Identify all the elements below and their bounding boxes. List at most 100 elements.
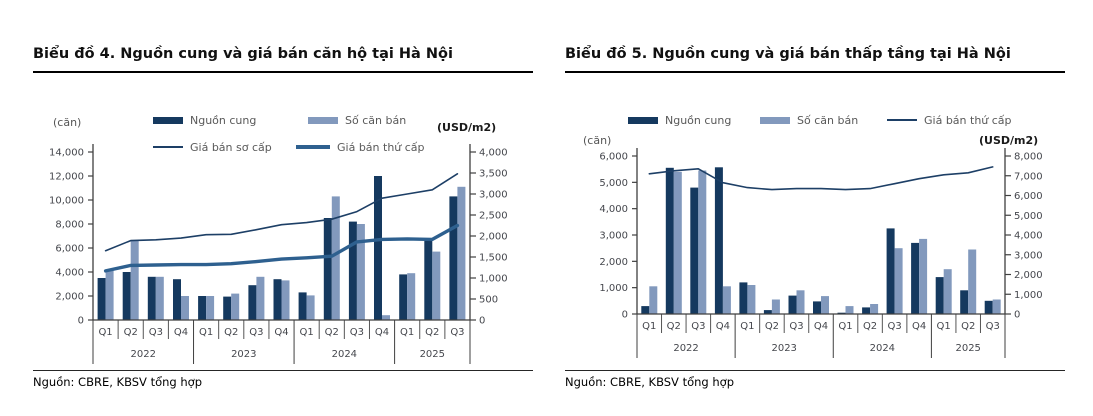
y-right-tick-label: 3,000 [1014, 250, 1043, 261]
bar-so-can-ban [206, 296, 215, 320]
y-left-tick-label: 6,000 [599, 152, 628, 163]
chart-5-title: Biểu đồ 5. Nguồn cung và giá bán thấp tầ… [565, 44, 1065, 73]
y-right-tick-label: 1,500 [479, 253, 508, 264]
y-left-tick-label: 14,000 [49, 148, 84, 159]
chart-5-block: Biểu đồ 5. Nguồn cung và giá bán thấp tầ… [565, 44, 1065, 410]
x-axis-quarter-label: Q3 [986, 321, 1000, 332]
chart-4-title: Biểu đồ 4. Nguồn cung và giá bán căn hộ … [33, 44, 533, 73]
bar-so-can-ban [870, 304, 879, 314]
y-left-tick-label: 5,000 [599, 178, 628, 189]
x-axis-quarter-label: Q3 [887, 321, 901, 332]
x-axis-quarter-label: Q3 [350, 327, 364, 338]
x-axis-quarter-label: Q3 [450, 327, 464, 338]
bar-so-can-ban [845, 306, 854, 314]
legend-item-nguon-cung: Nguồn cung [153, 114, 256, 127]
bar-nguon-cung [862, 307, 871, 314]
bar-nguon-cung [173, 279, 181, 320]
bar-nguon-cung [248, 285, 257, 320]
bar-nguon-cung [323, 218, 332, 320]
x-axis-quarter-label: Q2 [224, 327, 238, 338]
bar-nguon-cung [935, 277, 944, 314]
bar-nguon-cung [298, 292, 307, 320]
y-right-tick-label: 1,000 [479, 274, 508, 285]
x-axis-quarter-label: Q2 [765, 321, 779, 332]
bar-so-can-ban [331, 196, 340, 320]
legend-item-gia-ban-thu-cap: Giá bán thứ cấp [296, 140, 425, 154]
bar-nguon-cung [424, 240, 433, 320]
left-axis-unit: (căn) [583, 134, 612, 147]
bar-so-can-ban [821, 296, 829, 314]
price-line-thin [104, 173, 459, 252]
bar-so-can-ban [181, 296, 189, 320]
y-left-tick-label: 0 [622, 310, 628, 321]
y-right-tick-label: 500 [479, 295, 498, 306]
y-right-tick-label: 2,000 [1014, 270, 1043, 281]
bar-so-can-ban [796, 290, 805, 314]
bar-nguon-cung [960, 290, 969, 314]
legend-label-gia-ban-thu-cap: Giá bán thứ cấp [337, 140, 425, 154]
bar-so-can-ban [382, 315, 390, 320]
bar-nguon-cung [665, 167, 674, 314]
bar-nguon-cung [886, 228, 895, 314]
y-right-tick-label: 2,000 [479, 232, 508, 243]
bar-nguon-cung [641, 306, 650, 314]
chart-5-canvas: 0 1,000 2,000 3,000 4,000 5,000 6,000 0 1,000 2,0… [599, 148, 1043, 358]
legend-label-so-can-ban: Số căn bán [797, 113, 859, 127]
x-axis-quarter-label: Q1 [838, 321, 852, 332]
x-axis-quarter-label: Q4 [375, 327, 389, 338]
bar-nguon-cung [911, 242, 920, 314]
bar-so-can-ban [919, 238, 928, 314]
legend-item-gia-ban-so-cap: Giá bán sơ cấp [153, 141, 272, 154]
bar-nguon-cung [399, 274, 408, 320]
x-axis-quarter-label: Q2 [667, 321, 681, 332]
y-right-tick-label: 0 [1014, 310, 1020, 321]
bar-so-can-ban [649, 286, 658, 314]
x-axis-quarter-label: Q3 [249, 327, 263, 338]
x-axis-quarter-label: Q1 [300, 327, 314, 338]
legend-label-nguon-cung: Nguồn cung [665, 113, 732, 127]
chart-4-source: Nguồn: CBRE, KBSV tổng hợp [33, 370, 533, 389]
price-line-thick [103, 223, 460, 273]
y-left-tick-label: 12,000 [49, 172, 84, 183]
x-axis-quarter-label: Q3 [691, 321, 705, 332]
x-axis-quarter-label: Q4 [716, 321, 730, 332]
bar-nguon-cung [223, 296, 232, 320]
bar-so-can-ban [457, 186, 466, 320]
bar-so-can-ban [698, 170, 707, 314]
bar-nguon-cung [714, 167, 723, 314]
bar-nguon-cung [198, 296, 207, 320]
y-right-tick-label: 3,000 [479, 190, 508, 201]
x-axis-quarter-label: Q1 [98, 327, 112, 338]
y-left-tick-label: 0 [78, 316, 84, 327]
bar-so-can-ban [722, 286, 731, 314]
bar-so-can-ban [894, 248, 903, 314]
bar-nguon-cung [813, 301, 821, 314]
bar-so-can-ban [747, 285, 756, 314]
y-left-tick-label: 4,000 [55, 268, 84, 279]
chart-4-canvas: 0 2,000 4,000 6,000 8,000 10,000 12,000 14,000 0… [49, 144, 508, 364]
legend-item-so-can-ban: Số căn bán [760, 113, 859, 127]
x-axis-quarter-label: Q2 [863, 321, 877, 332]
x-axis-quarter-label: Q4 [274, 327, 288, 338]
legend-swatch-gia-ban-so-cap [153, 146, 183, 148]
bar-so-can-ban [130, 240, 139, 320]
y-right-tick-label: 3,500 [479, 169, 508, 180]
bar-so-can-ban [673, 171, 682, 314]
bar-nguon-cung [97, 278, 106, 320]
y-left-tick-label: 3,000 [599, 231, 628, 242]
bar-so-can-ban [306, 295, 315, 320]
x-axis-quarter-label: Q2 [124, 327, 138, 338]
x-axis-year-label: 2023 [231, 349, 256, 360]
bar-nguon-cung [763, 310, 772, 314]
y-right-tick-label: 0 [479, 316, 485, 327]
bar-so-can-ban [771, 299, 780, 314]
bar-nguon-cung [449, 196, 458, 320]
legend-label-so-can-ban: Số căn bán [345, 113, 407, 127]
legend-swatch-so-can-ban [308, 116, 338, 124]
bar-nguon-cung [273, 279, 282, 320]
x-axis-year-label: 2022 [131, 349, 156, 360]
x-axis-year-label: 2023 [771, 343, 796, 354]
x-axis-year-label: 2024 [332, 349, 357, 360]
x-axis-quarter-label: Q2 [325, 327, 339, 338]
